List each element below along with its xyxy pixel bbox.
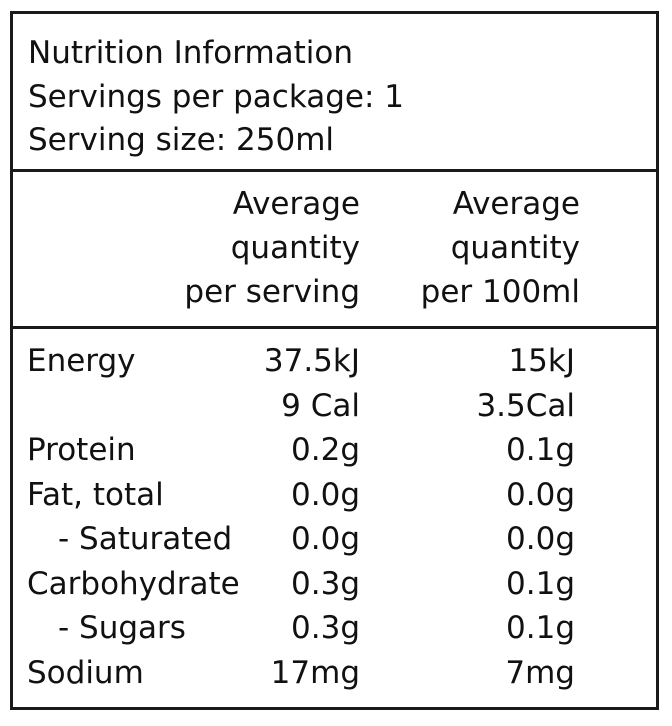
per-100ml-value: 0.1g <box>506 610 575 646</box>
nutrient-label: - Sugars <box>58 610 186 646</box>
per-serving-value: 9 Cal <box>281 387 360 424</box>
table-row: Fat, total 0.0g 0.0g <box>13 473 656 518</box>
table-row: Sodium 17mg 7mg <box>13 651 656 696</box>
table-row: - Sugars 0.3g 0.1g <box>13 606 656 651</box>
column-header-line: per serving <box>184 274 360 310</box>
serving-size: Serving size: 250ml <box>28 122 335 158</box>
column-header-line: quantity <box>450 230 580 266</box>
column-header-per-serving: Average quantity per serving <box>184 182 360 314</box>
nutrient-label: Carbohydrate <box>27 565 240 602</box>
nutrient-rows: Energy 37.5kJ 15kJ 9 Cal 3.5Cal Protein … <box>13 339 656 695</box>
column-headers: Average quantity per serving Average qua… <box>13 172 656 329</box>
per-serving-value: 0.2g <box>291 432 360 468</box>
per-serving-value: 0.3g <box>291 610 360 646</box>
column-header-line: per 100ml <box>420 274 580 310</box>
nutrient-label: Fat, total <box>27 476 164 513</box>
panel-header: Nutrition Information Servings per packa… <box>13 14 656 172</box>
per-100ml-value: 3.5Cal <box>476 387 575 424</box>
per-100ml-value: 15kJ <box>508 343 575 379</box>
column-header-line: Average <box>452 186 580 222</box>
table-row: Protein 0.2g 0.1g <box>13 428 656 473</box>
table-row: - Saturated 0.0g 0.0g <box>13 517 656 562</box>
table-row: Carbohydrate 0.3g 0.1g <box>13 562 656 607</box>
column-header-per-100ml: Average quantity per 100ml <box>421 182 580 314</box>
per-serving-value: 0.0g <box>291 476 360 513</box>
column-header-line: Average <box>232 186 360 222</box>
per-100ml-value: 0.1g <box>506 565 575 602</box>
nutrient-label: Protein <box>27 432 136 468</box>
panel-title: Nutrition Information <box>28 35 354 71</box>
per-serving-value: 0.0g <box>291 521 360 557</box>
table-row: Energy 37.5kJ 15kJ <box>13 339 656 384</box>
servings-per-package: Servings per package: 1 <box>28 79 405 115</box>
per-serving-value: 37.5kJ <box>263 343 360 379</box>
nutrient-label: Sodium <box>27 654 144 691</box>
table-row: 9 Cal 3.5Cal <box>13 384 656 429</box>
per-serving-value: 17mg <box>270 654 360 691</box>
per-100ml-value: 7mg <box>505 654 575 691</box>
per-100ml-value: 0.1g <box>506 432 575 468</box>
per-serving-value: 0.3g <box>291 565 360 602</box>
per-100ml-value: 0.0g <box>506 521 575 557</box>
nutrition-panel: Nutrition Information Servings per packa… <box>10 11 659 710</box>
column-header-line: quantity <box>230 230 360 266</box>
nutrient-label: Energy <box>27 343 136 379</box>
per-100ml-value: 0.0g <box>506 476 575 513</box>
nutrient-label: - Saturated <box>58 521 233 557</box>
